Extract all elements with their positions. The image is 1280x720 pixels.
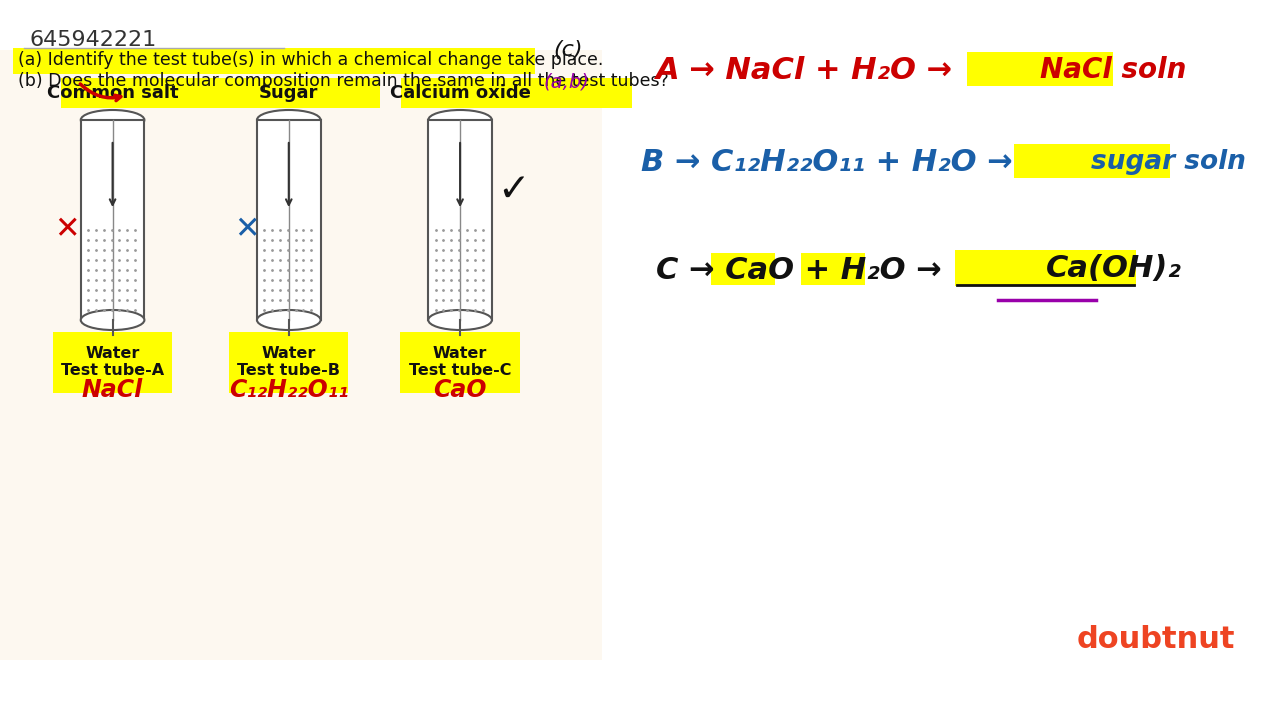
Text: (a,b): (a,b): [543, 72, 589, 91]
FancyBboxPatch shape: [256, 78, 380, 108]
Text: ✕: ✕: [234, 215, 260, 245]
Text: Sugar: Sugar: [259, 84, 319, 102]
Text: A → NaCl + H₂O →: A → NaCl + H₂O →: [655, 55, 952, 84]
Text: sugar soln: sugar soln: [1092, 149, 1247, 175]
FancyBboxPatch shape: [402, 78, 632, 108]
Ellipse shape: [429, 310, 492, 330]
Text: Ca(OH)₂: Ca(OH)₂: [1046, 253, 1181, 282]
Text: C₁₂H₂₂O₁₁: C₁₂H₂₂O₁₁: [229, 378, 348, 402]
Text: Calcium oxide: Calcium oxide: [389, 84, 530, 102]
Text: doubtnut: doubtnut: [1076, 626, 1235, 654]
Text: CaO: CaO: [434, 378, 486, 402]
Bar: [257, 120, 320, 320]
Ellipse shape: [257, 310, 320, 330]
Bar: [429, 120, 492, 320]
Text: Water
Test tube-B: Water Test tube-B: [237, 346, 340, 378]
Ellipse shape: [81, 110, 145, 130]
Ellipse shape: [429, 110, 492, 130]
Text: ✓: ✓: [498, 171, 530, 209]
Text: B → C₁₂H₂₂O₁₁ + H₂O →: B → C₁₂H₂₂O₁₁ + H₂O →: [641, 148, 1012, 176]
Bar: [81, 120, 145, 320]
Text: Water
Test tube-A: Water Test tube-A: [61, 346, 164, 378]
FancyBboxPatch shape: [401, 332, 520, 393]
Text: Common salt: Common salt: [47, 84, 178, 102]
FancyBboxPatch shape: [710, 253, 776, 285]
Ellipse shape: [257, 110, 320, 130]
Text: C → CaO + H₂O →: C → CaO + H₂O →: [655, 256, 942, 284]
Text: NaCl: NaCl: [82, 378, 143, 402]
Text: NaCl soln: NaCl soln: [1039, 56, 1187, 84]
FancyBboxPatch shape: [229, 332, 348, 393]
FancyBboxPatch shape: [60, 78, 262, 108]
FancyBboxPatch shape: [955, 250, 1135, 286]
Text: 645942221: 645942221: [29, 30, 156, 50]
FancyBboxPatch shape: [52, 332, 173, 393]
FancyBboxPatch shape: [0, 50, 602, 660]
Text: (c): (c): [553, 40, 582, 60]
Text: (b) Does the molecular composition remain the same in all the test tubes?: (b) Does the molecular composition remai…: [18, 72, 668, 90]
Ellipse shape: [81, 310, 145, 330]
Text: (a) Identify the test tube(s) in which a chemical change take place.: (a) Identify the test tube(s) in which a…: [18, 51, 603, 69]
FancyBboxPatch shape: [968, 52, 1114, 86]
FancyBboxPatch shape: [801, 253, 865, 285]
FancyBboxPatch shape: [1014, 144, 1170, 178]
Text: Water
Test tube-C: Water Test tube-C: [408, 346, 511, 378]
Text: ✕: ✕: [54, 215, 79, 245]
FancyBboxPatch shape: [13, 48, 535, 74]
